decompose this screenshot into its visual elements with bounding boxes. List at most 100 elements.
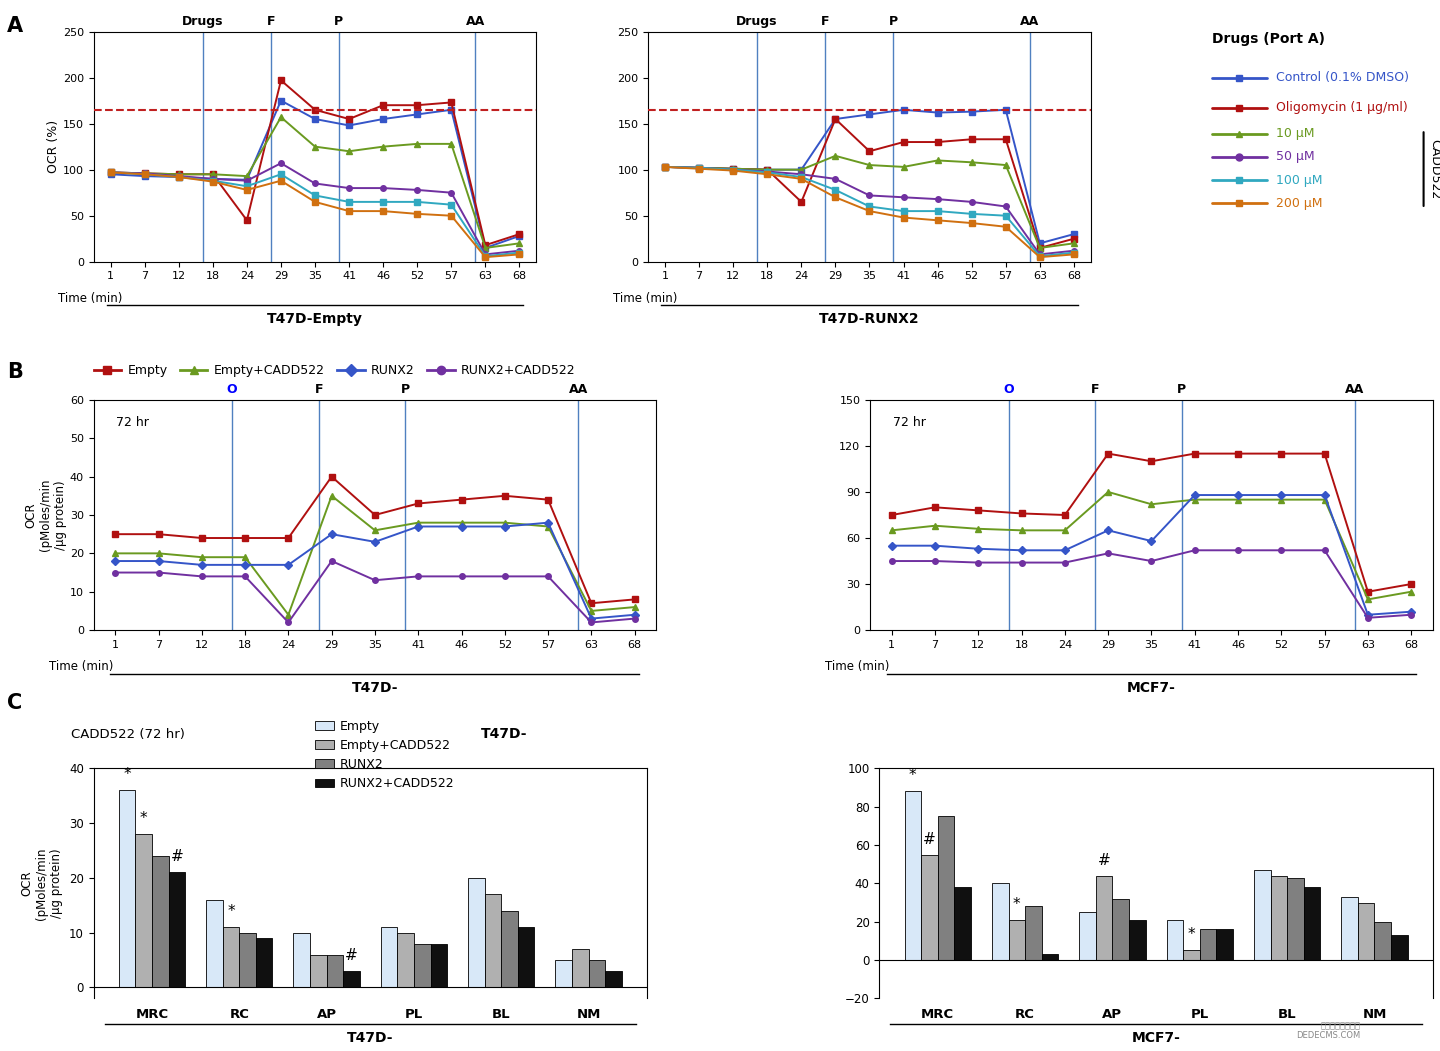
- Bar: [1374, 922, 1391, 960]
- Text: 72 hr: 72 hr: [893, 416, 926, 429]
- Text: Drugs (Port A): Drugs (Port A): [1211, 32, 1325, 45]
- Bar: [1096, 875, 1113, 960]
- Text: CADD522: CADD522: [1428, 139, 1440, 200]
- Text: AA: AA: [569, 384, 588, 396]
- Text: 72 hr: 72 hr: [117, 416, 148, 429]
- Text: MCF7-: MCF7-: [1132, 1031, 1181, 1045]
- Bar: [135, 834, 153, 988]
- Bar: [955, 887, 971, 960]
- Bar: [1303, 887, 1320, 960]
- Text: T47D-: T47D-: [347, 1031, 393, 1045]
- Text: 10 μM: 10 μM: [1276, 127, 1315, 141]
- Text: T47D-Empty: T47D-Empty: [266, 312, 363, 327]
- Bar: [343, 971, 360, 988]
- Y-axis label: OCR (%): OCR (%): [48, 120, 60, 173]
- Text: *: *: [1188, 927, 1195, 943]
- Text: AA: AA: [465, 15, 485, 28]
- Text: P: P: [400, 384, 410, 396]
- Legend: Empty, Empty+CADD522, RUNX2, RUNX2+CADD522: Empty, Empty+CADD522, RUNX2, RUNX2+CADD5…: [310, 715, 459, 796]
- Bar: [223, 927, 239, 988]
- Bar: [310, 954, 327, 988]
- Bar: [431, 944, 448, 988]
- Bar: [572, 949, 589, 988]
- Y-axis label: OCR
(pMoles/min
/μg protein): OCR (pMoles/min /μg protein): [20, 847, 63, 920]
- Bar: [556, 960, 572, 988]
- Y-axis label: OCR
(pMoles/min
/μg protein): OCR (pMoles/min /μg protein): [24, 479, 68, 551]
- Text: Drugs: Drugs: [181, 15, 223, 28]
- Text: B: B: [7, 363, 23, 383]
- Bar: [239, 932, 256, 988]
- Text: F: F: [1092, 384, 1099, 396]
- Text: T47D-: T47D-: [351, 681, 399, 695]
- Text: 100 μM: 100 μM: [1276, 173, 1323, 186]
- Bar: [468, 878, 485, 988]
- Bar: [1200, 929, 1217, 960]
- Bar: [1270, 875, 1287, 960]
- Text: A: A: [7, 16, 23, 36]
- Text: O: O: [226, 384, 238, 396]
- Bar: [1254, 870, 1270, 960]
- Bar: [605, 971, 622, 988]
- Text: *: *: [140, 811, 147, 826]
- Bar: [413, 944, 431, 988]
- Text: AA: AA: [1020, 15, 1040, 28]
- Text: Time (min): Time (min): [58, 292, 122, 305]
- Text: *: *: [1012, 897, 1021, 911]
- Bar: [397, 932, 413, 988]
- Bar: [327, 954, 343, 988]
- Text: 200 μM: 200 μM: [1276, 197, 1323, 209]
- Text: T47D-RUNX2: T47D-RUNX2: [819, 312, 920, 327]
- Text: F: F: [314, 384, 323, 396]
- Bar: [1008, 920, 1025, 960]
- Bar: [922, 854, 937, 960]
- Bar: [1079, 912, 1096, 960]
- Bar: [256, 939, 272, 988]
- Legend: Empty, Empty+CADD522, RUNX2, RUNX2+CADD522: Empty, Empty+CADD522, RUNX2, RUNX2+CADD5…: [89, 359, 580, 383]
- Text: T47D-: T47D-: [481, 726, 527, 741]
- Bar: [294, 932, 310, 988]
- Text: Time (min): Time (min): [825, 660, 890, 673]
- Bar: [118, 790, 135, 988]
- Bar: [1166, 920, 1184, 960]
- Bar: [1113, 899, 1129, 960]
- Text: AA: AA: [1345, 384, 1365, 396]
- Bar: [1184, 950, 1200, 960]
- Bar: [589, 960, 605, 988]
- Bar: [1217, 929, 1233, 960]
- Bar: [904, 791, 922, 960]
- Text: *: *: [909, 768, 917, 783]
- Bar: [501, 911, 518, 988]
- Text: Time (min): Time (min): [49, 660, 112, 673]
- Bar: [485, 894, 501, 988]
- Bar: [518, 927, 534, 988]
- Text: #: #: [346, 948, 359, 963]
- Text: P: P: [888, 15, 899, 28]
- Bar: [992, 883, 1008, 960]
- Text: *: *: [228, 904, 235, 920]
- Bar: [1341, 897, 1358, 960]
- Bar: [1358, 903, 1374, 960]
- Bar: [380, 927, 397, 988]
- Text: P: P: [1176, 384, 1187, 396]
- Text: #: #: [170, 849, 183, 864]
- Bar: [1041, 954, 1058, 960]
- Bar: [1129, 920, 1146, 960]
- Text: P: P: [334, 15, 343, 28]
- Text: 50 μM: 50 μM: [1276, 150, 1315, 164]
- Text: MCF7-: MCF7-: [1128, 681, 1176, 695]
- Bar: [168, 872, 186, 988]
- Bar: [1025, 906, 1041, 960]
- Bar: [153, 856, 168, 988]
- Text: Time (min): Time (min): [612, 292, 677, 305]
- Text: Drugs: Drugs: [736, 15, 778, 28]
- Text: #: #: [923, 831, 936, 846]
- Bar: [937, 817, 955, 960]
- Text: #: #: [1097, 852, 1110, 868]
- Bar: [1287, 878, 1303, 960]
- Text: *: *: [124, 767, 131, 782]
- Bar: [206, 900, 223, 988]
- Text: C: C: [7, 694, 23, 714]
- Text: F: F: [821, 15, 829, 28]
- Text: F: F: [266, 15, 275, 28]
- Text: Control (0.1% DMSO): Control (0.1% DMSO): [1276, 71, 1410, 84]
